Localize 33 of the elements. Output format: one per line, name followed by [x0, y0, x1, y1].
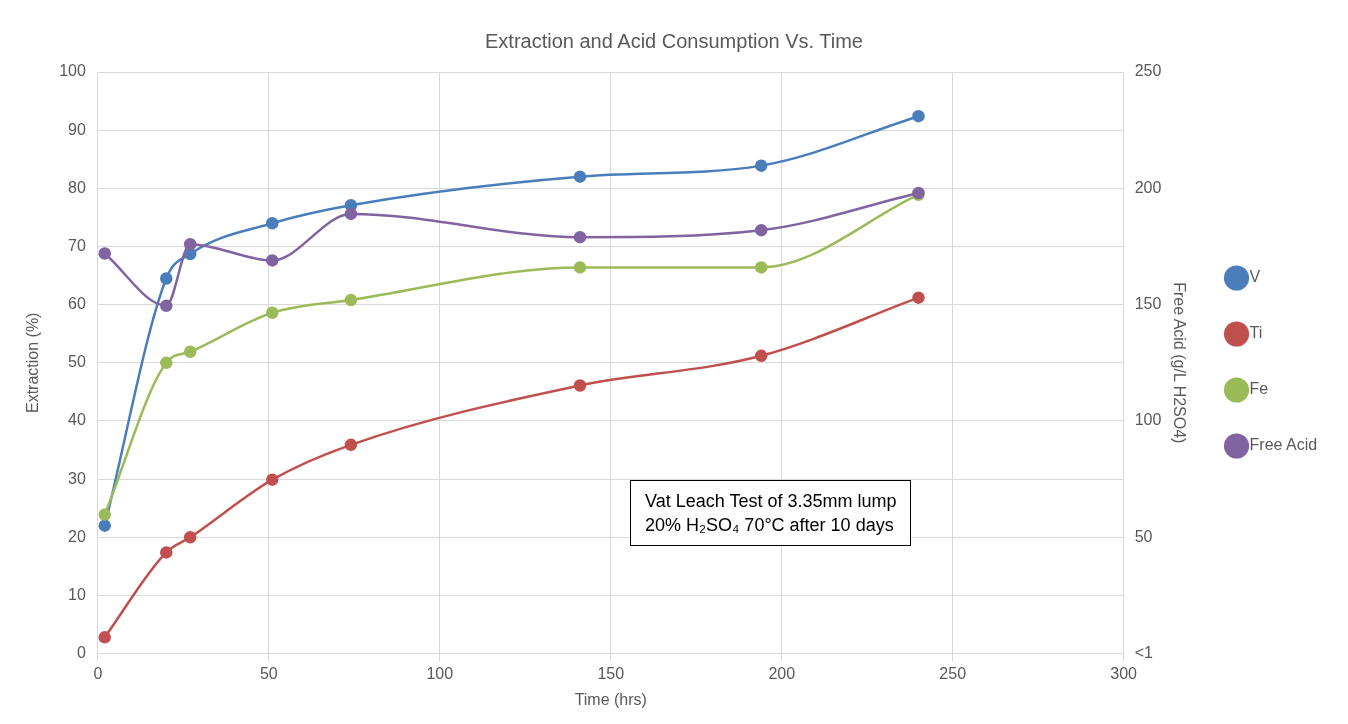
y2-tick-label: 50 [1134, 527, 1153, 545]
y-tick-label: 100 [59, 62, 86, 80]
y-tick-label: 90 [68, 120, 86, 138]
legend-label: Fe [1249, 380, 1269, 398]
x-tick-label: 0 [93, 664, 103, 682]
y-tick-label: 50 [68, 353, 86, 371]
y-tick-label: 40 [68, 411, 86, 429]
x-tick-label: 250 [939, 664, 967, 682]
legend-label: Free Acid [1249, 436, 1318, 454]
chart-title: Extraction and Acid Consumption Vs. Time [485, 29, 863, 52]
y2-tick-label: 100 [1134, 411, 1162, 429]
y2-axis-title: Free Acid (g/L H2SO4) [1170, 282, 1188, 444]
y-tick-label: 10 [68, 585, 86, 603]
y-tick-label: 30 [68, 469, 86, 487]
legend-label: Ti [1249, 324, 1263, 342]
y-axis-title: Extraction (%) [24, 312, 42, 414]
y2-tick-label: 150 [1134, 295, 1162, 313]
x-tick-label: 300 [1110, 664, 1138, 682]
x-tick-label: 50 [259, 664, 278, 682]
y2-tick-label: 250 [1134, 62, 1162, 80]
y-tick-label: 0 [76, 644, 86, 662]
y-tick-label: 20 [68, 527, 86, 545]
x-tick-label: 150 [597, 664, 625, 682]
y2-tick-label: 200 [1134, 178, 1162, 196]
y-tick-label: 80 [68, 178, 86, 196]
y2-tick-label: <1 [1134, 644, 1153, 662]
legend-label: V [1249, 268, 1261, 286]
y-tick-label: 70 [68, 236, 86, 254]
x-tick-label: 200 [768, 664, 796, 682]
x-axis-title: Time (hrs) [574, 690, 647, 708]
annotation: Vat Leach Test of 3.35mm lump 20% H₂SO₄ 70°C after 10 days [630, 480, 912, 546]
y-tick-label: 60 [68, 295, 86, 313]
x-tick-label: 100 [426, 664, 454, 682]
